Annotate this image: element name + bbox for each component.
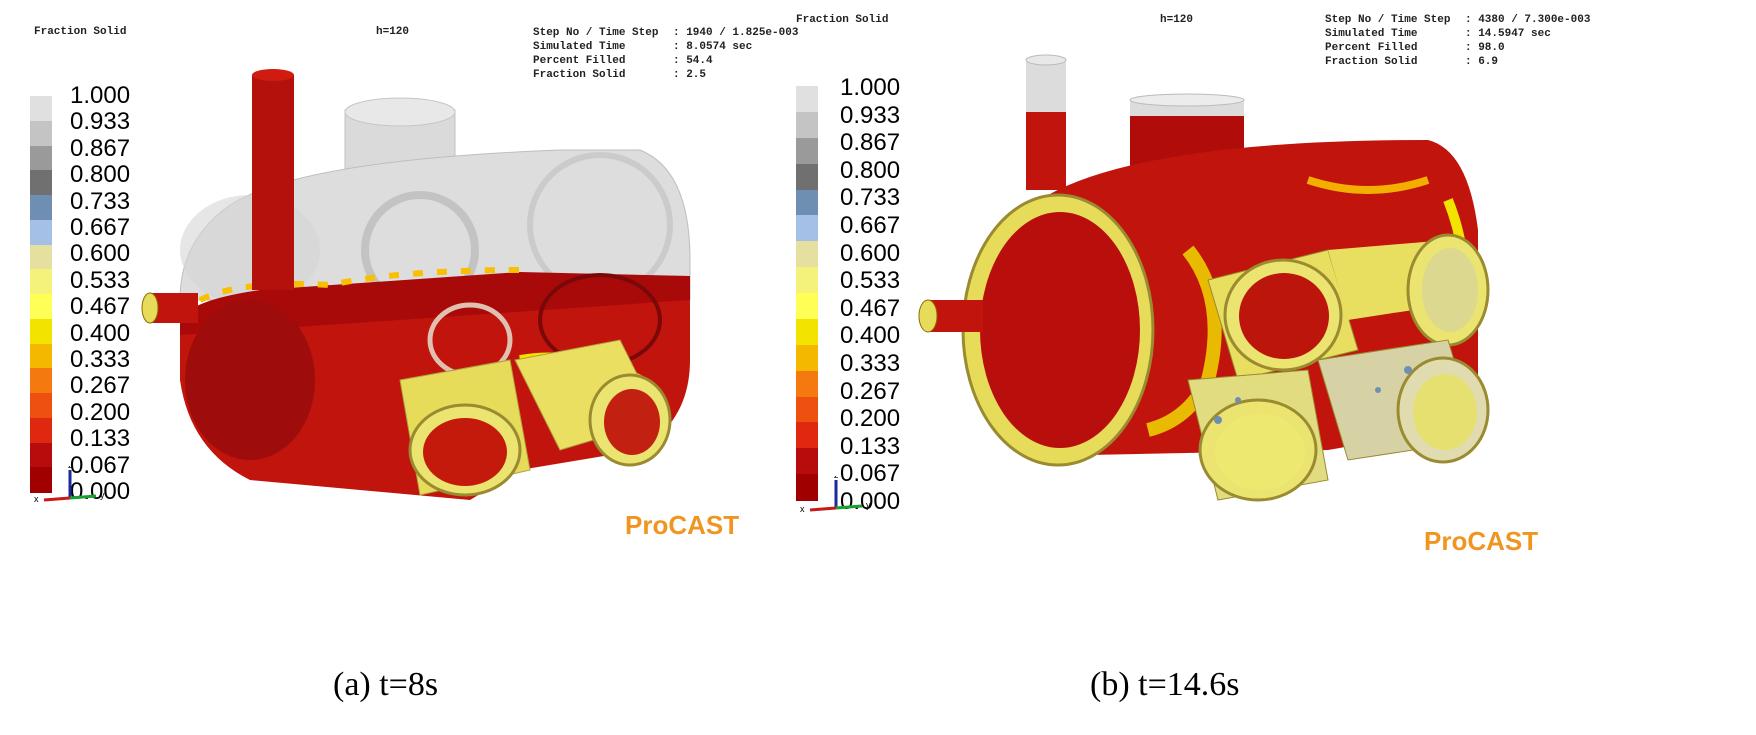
legend-swatch	[796, 318, 818, 346]
sprue	[1025, 54, 1067, 190]
legend-label: 1.000	[70, 82, 131, 109]
legend-label: 0.400	[70, 319, 131, 347]
axis-triad: z y x	[800, 476, 871, 514]
legend-label: 0.333	[840, 350, 901, 377]
legend-label: 0.867	[840, 129, 901, 157]
legend-swatch	[30, 393, 52, 419]
legend-swatch	[30, 195, 52, 221]
legend-label: 0.800	[70, 161, 131, 189]
legend-label: 0.467	[840, 294, 901, 322]
side-inlet	[141, 292, 198, 324]
legend-swatch	[796, 86, 818, 113]
legend-swatch	[30, 368, 52, 394]
axis-z-label: z	[834, 476, 839, 480]
empty-shell	[179, 97, 691, 309]
legend-swatch	[30, 318, 52, 344]
legend-swatch	[796, 293, 818, 320]
caption-a: (a) t=8s	[333, 666, 439, 703]
legend-label: 0.733	[70, 187, 131, 215]
legend-label: 0.200	[840, 405, 901, 433]
legend-swatch	[796, 267, 818, 294]
axis-x-label: x	[800, 504, 805, 514]
color-legend: 1.000 0.933 0.867 0.800 0.733 0.667 0.600 0.533…	[30, 84, 130, 504]
color-legend: 1.000 0.933 0.867 0.800 0.733 0.667 0.600 0.533…	[796, 76, 900, 514]
legend-label: 0.667	[70, 214, 131, 241]
view-label: h=120	[1160, 14, 1194, 26]
side-inlet	[918, 299, 983, 333]
legend-label: 0.800	[840, 156, 901, 184]
legend-swatch	[30, 244, 52, 270]
legend-swatch	[796, 189, 818, 216]
legend-swatch	[30, 417, 52, 443]
legend-label: 1.000	[840, 74, 901, 101]
legend-swatch	[30, 294, 52, 320]
legend-label: 0.533	[840, 267, 901, 295]
nozzle-pipes	[399, 339, 672, 497]
legend-swatch	[30, 170, 52, 196]
casting-model-view	[141, 69, 691, 500]
legend-label: 0.333	[70, 346, 131, 373]
casting-model-view	[918, 54, 1490, 502]
legend-swatch	[796, 163, 818, 190]
legend-label: 0.600	[70, 240, 131, 268]
procast-logo: ProCAST	[625, 510, 740, 540]
legend-label: 0.467	[70, 293, 131, 321]
legend-swatch	[30, 120, 52, 146]
caption-b: (b) t=14.6s	[1090, 666, 1240, 703]
legend-swatch	[30, 442, 52, 468]
legend-label: 0.133	[70, 425, 131, 453]
legend-swatch	[30, 96, 52, 122]
legend-label: 0.267	[840, 377, 901, 405]
view-label: h=120	[376, 26, 410, 38]
legend-swatch	[30, 219, 52, 245]
sprue	[252, 69, 294, 290]
legend-swatch	[796, 111, 818, 139]
legend-title: Fraction Solid	[796, 14, 889, 26]
legend-label: 0.067	[840, 460, 901, 488]
legend-swatch	[796, 137, 818, 165]
nozzle-pipes	[1187, 233, 1490, 502]
legend-swatch	[796, 215, 818, 242]
panel-a: Fraction Solid h=120 Step No / Time Step…	[0, 0, 880, 703]
legend-label: 0.133	[840, 432, 901, 460]
legend-title: Fraction Solid	[34, 26, 127, 38]
panel-b: Fraction Solid h=120 Step No / Time Step…	[796, 0, 1756, 703]
legend-swatch	[30, 145, 52, 171]
legend-label: 0.933	[840, 101, 901, 129]
legend-label: 0.067	[70, 451, 131, 479]
procast-logo: ProCAST	[1424, 526, 1539, 556]
legend-label: 0.400	[840, 322, 901, 350]
legend-label: 0.200	[70, 398, 131, 426]
legend-label: 0.667	[840, 212, 901, 239]
legend-label: 0.733	[840, 184, 901, 212]
legend-label: 0.867	[70, 134, 131, 162]
legend-swatch	[796, 370, 818, 397]
legend-swatch	[30, 467, 52, 493]
axis-y-label: y	[866, 500, 871, 510]
legend-swatch	[30, 343, 52, 369]
legend-label: 0.933	[70, 108, 131, 136]
axis-x-label: x	[34, 494, 39, 504]
legend-swatch	[796, 241, 818, 268]
legend-swatch	[30, 269, 52, 295]
axis-z-label: z	[68, 466, 73, 470]
legend-swatch	[796, 448, 818, 475]
axis-triad: z y x	[34, 466, 105, 504]
axis-y-label: y	[100, 490, 105, 500]
legend-swatch	[796, 396, 818, 423]
legend-label: 0.267	[70, 372, 131, 400]
legend-label: 0.000	[70, 478, 131, 505]
legend-label: 0.533	[70, 266, 131, 294]
legend-swatch	[796, 344, 818, 372]
legend-swatch	[796, 422, 818, 449]
legend-swatch	[796, 474, 818, 501]
legend-label: 0.000	[840, 488, 901, 515]
legend-label: 0.600	[840, 239, 901, 267]
